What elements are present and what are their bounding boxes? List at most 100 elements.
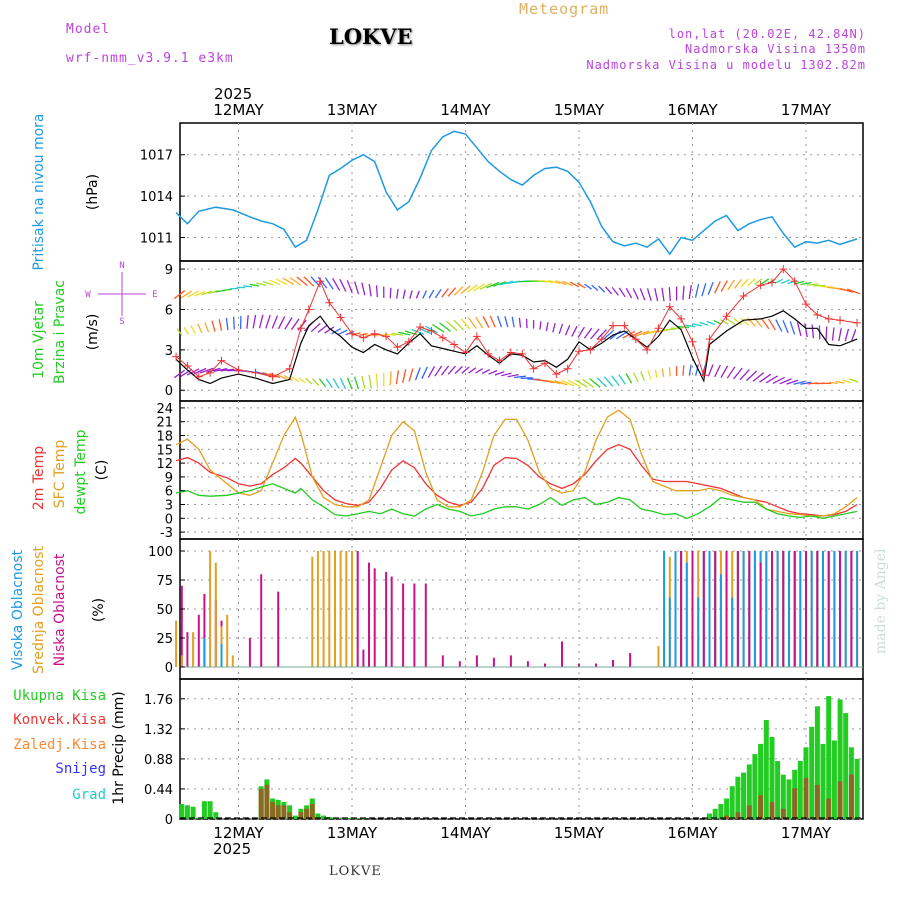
wind-direction-arrow (206, 367, 221, 373)
wind-direction-arrow (482, 315, 490, 328)
precip-convective-bar (735, 812, 741, 819)
precip-total-bar (814, 706, 820, 819)
precip-convective-bar (309, 804, 315, 819)
precip-total-bar (837, 699, 843, 819)
wind-gust-marker (563, 364, 572, 373)
wind-gust-marker (540, 359, 549, 368)
wind-direction-arrow (488, 370, 498, 375)
wind-direction-arrow (439, 322, 451, 332)
precip-total-bar (831, 740, 837, 819)
wind-direction-arrow (467, 317, 477, 329)
precip-total-bar (769, 737, 775, 819)
wind-direction-arrow (303, 276, 315, 287)
wind-direction-arrow (461, 366, 470, 374)
wind-gust-marker (529, 364, 538, 373)
model-altitude-label: Nadmorska Visina u modelu 1302.82m (586, 58, 866, 72)
precip-total-bar (780, 774, 786, 819)
wind-direction-arrow (714, 364, 721, 378)
wind-direction-arrow (453, 319, 464, 331)
wind-gust-marker (756, 281, 765, 290)
wind-direction-arrow (625, 287, 633, 299)
precip-frozen-label: Zaledj.Kisa (13, 737, 106, 753)
temp-dewpoint-line (175, 483, 858, 520)
wind-direction-arrow (262, 280, 274, 286)
wind-direction-arrow (211, 320, 216, 332)
wind-gust-marker (217, 356, 226, 365)
wind-direction-arrow (727, 279, 735, 291)
wind-gust-marker (677, 314, 686, 323)
day-label-bottom: 15MAY (554, 824, 605, 842)
wind-direction-arrow (733, 367, 743, 380)
wind-gust-marker (767, 278, 776, 287)
wind-direction-arrow (434, 365, 443, 377)
precip-conv-label: Konvek.Kisa (13, 712, 106, 728)
wind-direction-arrow (494, 371, 505, 376)
wind-direction-arrow (772, 376, 785, 384)
precip-total-label: Ukupna Kisa (13, 688, 106, 704)
precip-total-bar (338, 817, 344, 819)
precip-convective-bar (848, 774, 854, 819)
wind-direction-arrow (275, 278, 288, 286)
wind-direction-arrow (682, 365, 685, 376)
precip-convective-bar (264, 784, 270, 819)
temp2m-title: 2m Temp (31, 446, 47, 510)
precip-total-bar (207, 801, 213, 819)
wind-direction-arrow (739, 368, 750, 381)
wind-gust-marker (404, 337, 413, 346)
wind-direction-arrow (569, 281, 580, 288)
wind-gust-marker (416, 322, 425, 331)
wind-gust-marker (251, 368, 260, 377)
precip-convective-bar (792, 788, 798, 819)
wind-direction-arrow (539, 321, 542, 330)
precip-convective-bar (758, 795, 764, 819)
wind-direction-arrow (375, 373, 379, 388)
wind-direction-arrow (640, 371, 645, 381)
wind-gust-marker (654, 324, 663, 333)
wind-direction-arrow (846, 288, 861, 295)
wind-gust-marker (813, 310, 822, 319)
wind-direction-arrow (720, 319, 729, 325)
precip-total-bar (797, 761, 803, 819)
wind-direction-arrow (604, 286, 613, 295)
wind-direction-arrow (331, 328, 341, 335)
wind-direction-arrow (554, 379, 568, 386)
y-tick-label: 9 (165, 263, 173, 278)
y-tick-label: 0.88 (144, 753, 173, 768)
precip-total-bar (786, 779, 792, 819)
wind-speed-line (175, 310, 858, 385)
wind-direction-arrow (840, 287, 854, 293)
wind-direction-arrow (848, 378, 859, 383)
precip-total-bar (321, 815, 327, 819)
wind-direction-arrow (339, 377, 347, 390)
wind-direction-arrow (646, 288, 652, 301)
wind-direction-arrow (547, 379, 561, 385)
wind-direction-arrow (768, 318, 776, 331)
wind-direction-arrow (446, 320, 458, 332)
wind-direction-arrow (489, 315, 496, 328)
precip-convective-bar (270, 801, 276, 819)
wind-direction-arrow (668, 367, 671, 377)
y-tick-label: 3 (165, 344, 173, 359)
wind-direction-arrow (434, 288, 442, 299)
wind-gust-marker (586, 345, 595, 354)
compass-north: N (119, 261, 124, 271)
y-tick-label: 0 (165, 512, 173, 527)
precip-convective-bar (287, 812, 293, 819)
tempdew-title: dewpt Temp (73, 429, 89, 514)
wind-gust-marker (643, 345, 652, 354)
wind-direction-arrow (460, 285, 471, 295)
wind-direction-arrow (496, 315, 503, 328)
precip-total-bar (360, 818, 366, 819)
wind-gust-marker (597, 335, 606, 344)
precip-convective-bar (780, 808, 786, 819)
wind-direction-arrow (353, 281, 360, 295)
wind-direction-arrow (422, 290, 428, 299)
year-label-bottom: 2025 (213, 840, 251, 858)
precip-total-bar (763, 720, 769, 819)
wind-gust-marker (316, 277, 325, 286)
wind-gust-marker (285, 364, 294, 373)
wind-direction-arrow (518, 317, 522, 328)
wind-direction-arrow (576, 282, 586, 289)
wind-direction-arrow (796, 322, 802, 336)
wind-direction-arrow (324, 326, 335, 334)
